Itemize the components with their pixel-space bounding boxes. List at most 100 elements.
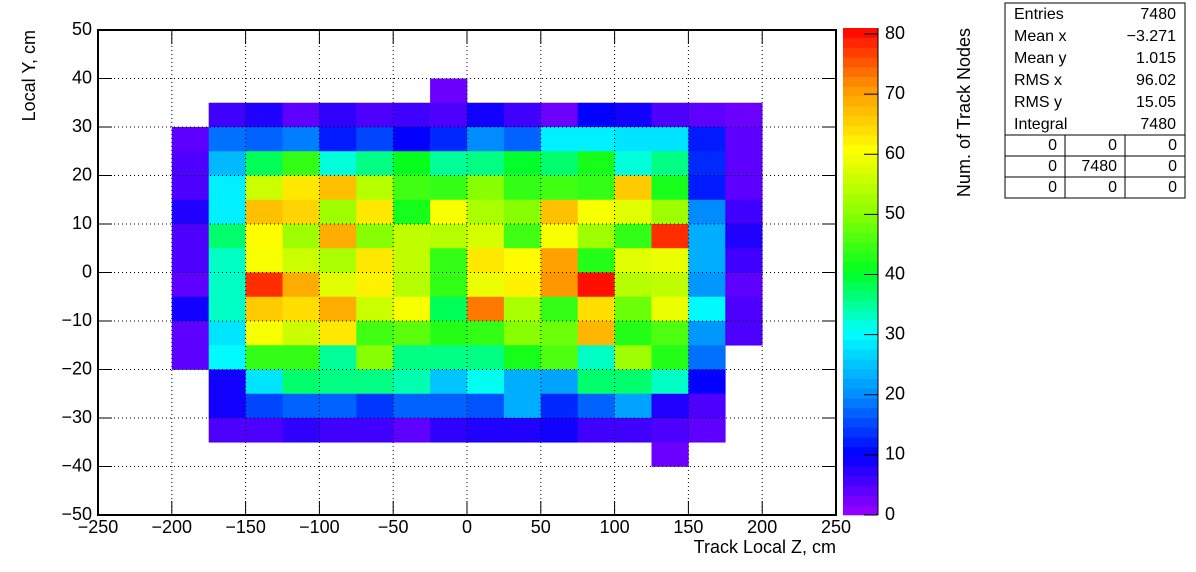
cell (540, 224, 578, 249)
x-tick-label: 200 (747, 517, 777, 537)
cell (171, 345, 209, 370)
cell (430, 272, 468, 298)
colorbar-step (843, 388, 878, 399)
cell (430, 199, 468, 225)
cell (540, 345, 578, 370)
z-tick-label: 20 (885, 384, 905, 404)
y-tick-label: −20 (61, 358, 92, 378)
colorbar-step (843, 144, 878, 155)
colorbar-step (843, 466, 878, 477)
stat-name: RMS x (1014, 72, 1062, 89)
stat-cell: 0 (1168, 179, 1177, 196)
stat-cell: 0 (1108, 179, 1117, 196)
cell (393, 102, 431, 128)
stat-value: 15.05 (1136, 94, 1176, 111)
cell (208, 345, 246, 370)
z-tick-label: 40 (885, 263, 905, 283)
stat-name: Mean y (1014, 50, 1066, 67)
cell (467, 102, 505, 128)
x-tick-label: 50 (531, 517, 551, 537)
x-tick-label: 0 (462, 517, 472, 537)
cell (393, 199, 431, 225)
x-tick-label: −250 (78, 517, 119, 537)
cell (503, 102, 542, 128)
cell (688, 199, 726, 225)
cell (356, 224, 394, 249)
colorbar-step (843, 417, 878, 428)
cell (540, 199, 578, 225)
cell (577, 224, 615, 249)
cell (356, 369, 394, 395)
cells (171, 78, 763, 467)
x-tick-label: 250 (821, 517, 851, 537)
cell (503, 345, 542, 370)
x-tick-label: 100 (600, 517, 630, 537)
cell (503, 369, 542, 395)
cell (467, 199, 505, 225)
stat-name: Integral (1014, 116, 1067, 133)
stat-name: Mean x (1014, 28, 1066, 45)
cell (430, 321, 468, 346)
cell (208, 199, 246, 225)
colorbar-step (843, 300, 878, 311)
cell (393, 272, 431, 298)
cell (540, 175, 578, 201)
colorbar-step (843, 271, 878, 282)
cell (319, 151, 357, 176)
cell (171, 321, 209, 346)
cell (171, 175, 209, 201)
cell (688, 102, 726, 128)
colorbar-step (843, 329, 878, 340)
stat-cell: 0 (1048, 158, 1057, 175)
cell (467, 224, 505, 249)
cell (614, 151, 652, 176)
colorbar-step (843, 154, 878, 165)
cell (688, 369, 726, 395)
cell (503, 321, 542, 346)
z-tick-label: 30 (885, 323, 905, 343)
cell (651, 102, 689, 128)
cell (171, 272, 209, 298)
y-tick-label: −30 (61, 407, 92, 427)
cell (282, 345, 320, 370)
colorbar-step (843, 398, 878, 409)
cell (688, 175, 726, 201)
cell (430, 78, 468, 104)
cell (467, 393, 505, 419)
x-tick-label: −100 (299, 517, 340, 537)
cell (356, 393, 394, 419)
cell (688, 296, 726, 322)
cell (467, 296, 505, 322)
cell (171, 127, 209, 152)
cell (503, 248, 542, 273)
cell (356, 127, 394, 152)
cell (577, 151, 615, 176)
stat-cell: 0 (1168, 158, 1177, 175)
cell (467, 321, 505, 346)
colorbar-step (843, 193, 878, 204)
stat-name: RMS y (1014, 94, 1062, 111)
colorbar-step (843, 427, 878, 438)
cell (393, 296, 431, 322)
cell (393, 345, 431, 370)
colorbar-step (843, 320, 878, 331)
cell (319, 321, 357, 346)
cell (393, 369, 431, 395)
cell (393, 224, 431, 249)
cell (319, 102, 357, 128)
cell (614, 369, 652, 395)
colorbar-step (843, 290, 878, 302)
cell (614, 345, 652, 370)
colorbar-step (843, 183, 878, 194)
cell (245, 272, 283, 298)
z-axis-title: Num. of Track Nodes (954, 28, 974, 197)
y-tick-label: −50 (61, 504, 92, 524)
cell (577, 102, 615, 128)
stats-frame (1004, 2, 1186, 199)
z-tick-label: 10 (885, 444, 905, 464)
colorbar-step (843, 359, 878, 370)
colorbar-step (843, 164, 878, 175)
cell (651, 296, 689, 322)
cell (245, 199, 283, 225)
z-tick-label: 70 (885, 83, 905, 103)
